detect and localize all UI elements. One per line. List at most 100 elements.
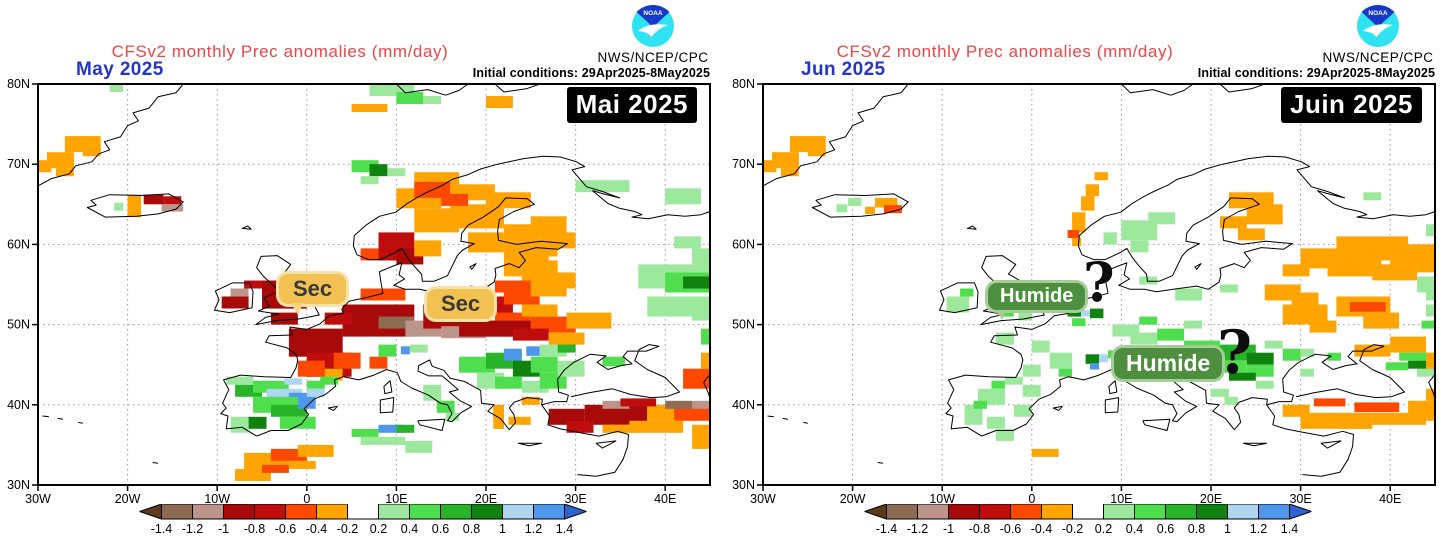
colorbar-left-arrow <box>862 503 887 520</box>
lat-tick-label: 50N <box>7 318 30 332</box>
lon-tick-label: 30W <box>750 492 776 506</box>
anomaly-cells <box>38 84 710 481</box>
colorbar-tick-label: 1.2 <box>524 522 541 536</box>
lon-tick-label: 30E <box>1289 492 1311 506</box>
svg-text:NOAA: NOAA <box>643 10 662 17</box>
lon-tick-label: 0 <box>303 492 310 506</box>
lon-tick-label: 20W <box>840 492 866 506</box>
run-month-label: Jun 2025 <box>801 59 886 80</box>
month-badge: Mai 2025 <box>566 87 697 123</box>
month-badge: Juin 2025 <box>1280 87 1422 123</box>
lat-tick-label: 70N <box>732 157 755 171</box>
coastline-corsica <box>383 380 393 395</box>
coastline-azores-2 <box>57 417 64 420</box>
annotation-humide-2: Humide <box>1111 345 1226 382</box>
colorbar-tick-label: -1.4 <box>150 522 172 536</box>
coastline-sicily <box>417 418 446 431</box>
annotation-sec-1: Sec <box>276 271 350 315</box>
coastline-sicily <box>1142 418 1171 431</box>
annotation-sec-2: Sec <box>424 286 498 322</box>
question-mark-1: ? <box>1083 250 1115 314</box>
lon-tick-label: 20E <box>475 492 497 506</box>
lat-tick-label: 40N <box>732 398 755 412</box>
coastline-iceland <box>811 193 909 218</box>
colorbar-tick-label: -0.8 <box>243 522 265 536</box>
colorbar-tick-label: -1 <box>942 522 953 536</box>
lon-tick-label: 40E <box>654 492 676 506</box>
lat-tick-label: 30N <box>732 478 755 492</box>
colorbar-tick-label: 1 <box>1224 522 1231 536</box>
lat-tick-label: 30N <box>7 478 30 492</box>
colorbar-scale: -1.4 -1.2 -1 -0.8 -0.6 -0.4 -0.2 0.2 0.4 0.6 0.8 1 1… <box>862 503 1313 536</box>
noaa-logo-icon: NOAA <box>1357 5 1399 47</box>
coastline-great-britain <box>255 255 320 326</box>
coastline-iceland <box>86 193 184 218</box>
coastline-gotland <box>469 263 477 270</box>
map-panel-may: CFSv2 monthly Prec anomalies (mm/day) NO… <box>7 2 714 541</box>
agency-block: NOAA NWS/NCEP/CPC <box>1317 2 1439 65</box>
coastline-majorca <box>1052 405 1063 411</box>
noaa-logo-icon: NOAA <box>632 5 674 47</box>
coastline-cyprus <box>1320 440 1342 449</box>
colorbar-left-arrow <box>137 503 162 520</box>
colorbar-tick-label: 0.2 <box>1094 522 1111 536</box>
coastline-crete <box>517 442 543 447</box>
coastline-black-sea <box>541 344 680 406</box>
lat-tick-label: 40N <box>7 398 30 412</box>
agency-block: NOAA NWS/NCEP/CPC <box>592 2 714 65</box>
coastline-azores-1 <box>42 415 49 418</box>
coastline-svalbard-west <box>396 83 469 96</box>
colorbar-tick-label: -0.2 <box>336 522 358 536</box>
coastline-majorca <box>327 405 338 411</box>
colorbar-tick-label: 1.4 <box>555 522 572 536</box>
coastline-azores-3 <box>78 421 83 424</box>
lat-tick-label: 70N <box>7 157 30 171</box>
panel-title: CFSv2 monthly Prec anomalies (mm/day) <box>111 42 449 61</box>
run-month-label: May 2025 <box>76 59 164 80</box>
colorbar-tick-label: -1.4 <box>875 522 897 536</box>
initial-conditions-label: Initial conditions: 29Apr2025-8May2025 <box>1197 66 1435 80</box>
coastline-svalbard-west <box>1121 83 1194 96</box>
colorbar-tick-label: 1 <box>499 522 506 536</box>
colorbar: -1.4 -1.2 -1 -0.8 -0.6 -0.4 -0.2 0.2 0.4 0.6 0.8 1 1… <box>137 503 588 541</box>
initial-conditions-label: Initial conditions: 29Apr2025-8May2025 <box>472 66 710 80</box>
coastline-svalbard-east <box>494 83 540 93</box>
coastline-corsica <box>1108 380 1118 395</box>
map-frame <box>37 83 711 486</box>
svg-text:NOAA: NOAA <box>1368 10 1387 17</box>
map-frame <box>762 83 1436 486</box>
lon-tick-label: 0 <box>1028 492 1035 506</box>
lon-tick-label: 20E <box>1200 492 1222 506</box>
coastline-atlantic-mainland <box>220 155 711 437</box>
colorbar-tick-label: -0.2 <box>1061 522 1083 536</box>
coastline-ireland <box>214 282 254 314</box>
coastline-gotland <box>1194 263 1202 270</box>
lon-tick-label: 10E <box>385 492 407 506</box>
lat-tick-label: 60N <box>7 237 30 251</box>
question-mark-2: ? <box>1217 318 1253 388</box>
colorbar-right-arrow <box>1288 503 1313 520</box>
coastline-greenland <box>762 83 909 187</box>
colorbar-tick-label: -1 <box>217 522 228 536</box>
coastline-crete <box>1242 442 1268 447</box>
coastline-cyprus <box>595 440 617 449</box>
coastline-mediterranean <box>256 359 629 477</box>
coastline-sardinia <box>1104 397 1120 414</box>
colorbar-tick-label: 0.8 <box>1187 522 1204 536</box>
colorbar: -1.4 -1.2 -1 -0.8 -0.6 -0.4 -0.2 0.2 0.4 0.6 0.8 1 1… <box>862 503 1313 541</box>
agency-credit: NWS/NCEP/CPC <box>597 50 709 65</box>
lon-tick-label: 10W <box>929 492 955 506</box>
lon-tick-label: 30W <box>25 492 51 506</box>
coastline-madeira <box>152 462 159 464</box>
lon-tick-label: 40E <box>1379 492 1401 506</box>
colorbar-tick-label: 0.2 <box>369 522 386 536</box>
colorbar-tick-label: -0.6 <box>999 522 1021 536</box>
coastline-faroe <box>241 225 252 230</box>
colorbar-tick-label: -0.4 <box>305 522 327 536</box>
colorbar-tick-label: -0.6 <box>274 522 296 536</box>
coastline-madeira <box>877 462 884 464</box>
lat-tick-label: 80N <box>7 77 30 91</box>
